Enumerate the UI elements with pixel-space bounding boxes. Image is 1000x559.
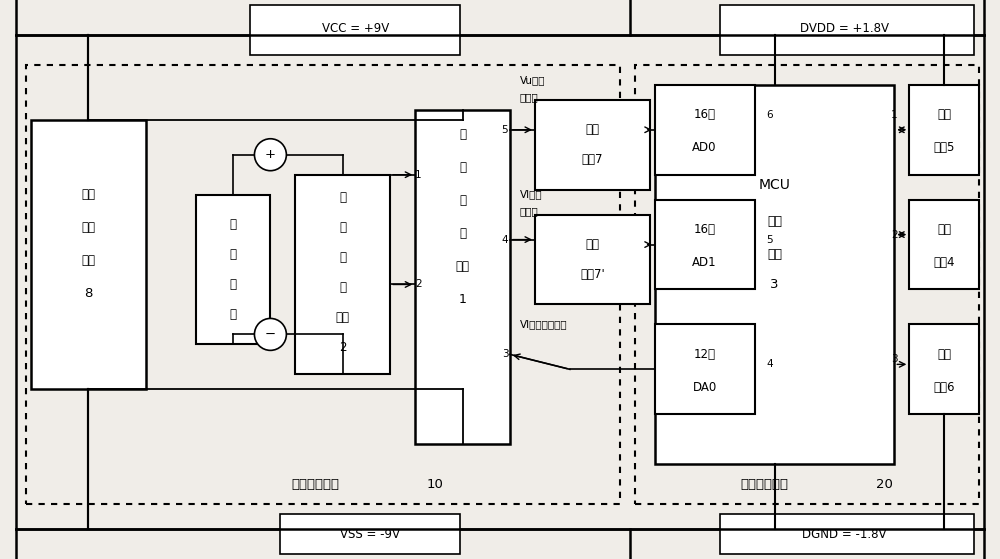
Text: 1: 1 <box>415 170 421 179</box>
Text: 驱: 驱 <box>339 191 346 204</box>
Text: 动: 动 <box>339 221 346 234</box>
Text: 20: 20 <box>876 477 893 491</box>
Text: 通讯6: 通讯6 <box>933 381 955 394</box>
Text: 4: 4 <box>766 359 773 369</box>
Text: 电路7': 电路7' <box>580 268 605 281</box>
Text: 增: 增 <box>339 251 346 264</box>
Text: 12位: 12位 <box>694 348 716 361</box>
Text: VI电流: VI电流 <box>520 190 543 200</box>
Text: 电: 电 <box>229 278 236 291</box>
Text: +: + <box>265 148 276 161</box>
Text: 阳: 阳 <box>229 248 236 261</box>
Text: 检测点: 检测点 <box>520 92 539 102</box>
Text: 检测点: 检测点 <box>520 207 539 217</box>
Text: 负: 负 <box>459 194 466 207</box>
Text: 子: 子 <box>459 161 466 174</box>
Text: 稳压: 稳压 <box>81 221 95 234</box>
Bar <box>720 5 974 55</box>
Text: Vu电压: Vu电压 <box>520 75 545 85</box>
Circle shape <box>254 319 286 350</box>
Text: 模块: 模块 <box>767 248 782 261</box>
Text: 主控: 主控 <box>767 215 782 228</box>
Text: MCU: MCU <box>759 178 790 192</box>
Bar <box>909 324 979 414</box>
Text: AD1: AD1 <box>692 256 717 269</box>
Bar <box>655 200 755 290</box>
Text: 10: 10 <box>427 477 444 491</box>
Text: 太: 太 <box>229 218 236 231</box>
Text: 数字电路部分: 数字电路部分 <box>741 477 789 491</box>
Text: 模块: 模块 <box>456 260 470 273</box>
Text: 2: 2 <box>415 280 421 290</box>
Bar <box>31 120 146 389</box>
Text: −: − <box>265 328 276 341</box>
Text: 载: 载 <box>459 227 466 240</box>
Text: 16位: 16位 <box>694 223 716 236</box>
Text: 6: 6 <box>766 110 773 120</box>
Bar <box>655 324 755 414</box>
Text: 池: 池 <box>229 308 236 321</box>
Text: 1: 1 <box>459 293 467 306</box>
Text: DVDD = +1.8V: DVDD = +1.8V <box>800 22 889 35</box>
Text: VCC = +9V: VCC = +9V <box>322 22 389 35</box>
Circle shape <box>254 139 286 170</box>
Text: 模块: 模块 <box>81 254 95 267</box>
Bar <box>909 200 979 290</box>
Bar <box>909 85 979 175</box>
Text: 电: 电 <box>459 128 466 141</box>
Text: 4: 4 <box>502 235 508 245</box>
Bar <box>655 85 755 175</box>
Text: 显示5: 显示5 <box>934 141 955 154</box>
Text: 控制4: 控制4 <box>933 256 955 269</box>
Bar <box>415 110 510 444</box>
Text: 液晶: 液晶 <box>937 108 951 121</box>
Text: 键盘: 键盘 <box>937 223 951 236</box>
Text: AD0: AD0 <box>692 141 717 154</box>
Text: VI激励电压信号: VI激励电压信号 <box>520 319 568 329</box>
Bar <box>26 65 620 504</box>
Text: DGND = -1.8V: DGND = -1.8V <box>802 528 887 541</box>
Text: 1: 1 <box>891 110 898 120</box>
Bar <box>16 35 984 529</box>
Text: 3: 3 <box>891 354 898 364</box>
Bar <box>535 100 650 190</box>
Text: 2: 2 <box>339 341 347 354</box>
Bar <box>535 215 650 305</box>
Text: 3: 3 <box>502 349 508 359</box>
Text: 3: 3 <box>770 278 779 291</box>
Text: 2: 2 <box>891 230 898 240</box>
Text: 5: 5 <box>502 125 508 135</box>
Text: VSS = -9V: VSS = -9V <box>340 528 400 541</box>
Bar <box>250 5 460 55</box>
Bar <box>720 514 974 554</box>
Text: 接口: 接口 <box>937 348 951 361</box>
Text: 电路7: 电路7 <box>582 153 603 166</box>
Text: 模块: 模块 <box>336 311 350 324</box>
Text: 16位: 16位 <box>694 108 716 121</box>
Bar <box>295 175 390 375</box>
Text: 强: 强 <box>339 281 346 294</box>
Text: 5: 5 <box>766 235 773 245</box>
Bar <box>196 195 270 344</box>
Text: 保护: 保护 <box>585 124 599 136</box>
Text: 模拟电路部分: 模拟电路部分 <box>291 477 339 491</box>
Text: 供电: 供电 <box>81 188 95 201</box>
Bar <box>280 514 460 554</box>
Text: DA0: DA0 <box>693 381 717 394</box>
Text: 8: 8 <box>84 287 92 300</box>
Bar <box>655 85 894 464</box>
Bar <box>635 65 979 504</box>
Text: 保护: 保护 <box>585 238 599 251</box>
